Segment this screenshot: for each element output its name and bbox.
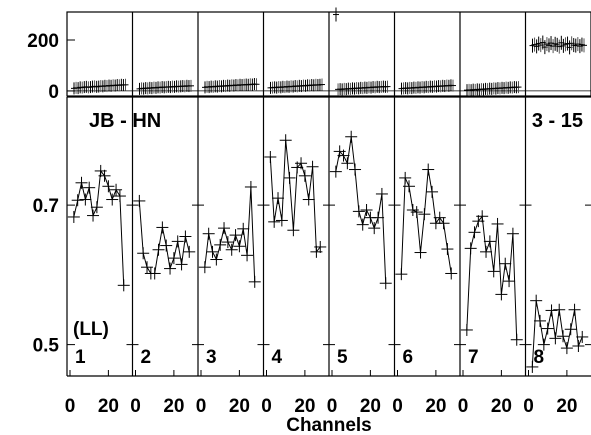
series-line xyxy=(269,140,321,254)
x-tick-label: 0 xyxy=(458,396,469,417)
polarization-label: (LL) xyxy=(73,319,109,340)
top-y-tick-label: 200 xyxy=(27,31,59,52)
series-line xyxy=(531,300,583,367)
x-tick-label: 20 xyxy=(360,396,381,417)
series-line xyxy=(138,200,190,274)
x-tick-label: 20 xyxy=(98,396,119,417)
panel-number-label: 5 xyxy=(337,347,348,368)
x-tick-label: 0 xyxy=(392,396,403,417)
top-y-tick-label: 0 xyxy=(48,82,59,103)
x-tick-label: 0 xyxy=(523,396,534,417)
panel-number-label: 8 xyxy=(534,347,545,368)
panel-number-label: 3 xyxy=(206,347,217,368)
scan-range-label: 3 - 15 xyxy=(532,110,583,132)
panel-number-label: 6 xyxy=(403,347,414,368)
x-tick-label: 0 xyxy=(261,396,272,417)
x-tick-label: 20 xyxy=(163,396,184,417)
x-tick-label: 20 xyxy=(294,396,315,417)
x-tick-label: 0 xyxy=(65,396,76,417)
x-tick-label: 20 xyxy=(425,396,446,417)
x-tick-label: 20 xyxy=(491,396,512,417)
x-tick-label: 0 xyxy=(130,396,141,417)
panel-number-label: 4 xyxy=(272,347,283,368)
series-line xyxy=(335,136,387,284)
bottom-y-tick-label: 0.5 xyxy=(33,336,60,357)
series-line xyxy=(466,215,518,340)
series-line xyxy=(73,169,125,286)
panel-number-label: 2 xyxy=(141,347,152,368)
x-tick-label: 0 xyxy=(196,396,207,417)
x-tick-label: 20 xyxy=(556,396,577,417)
series-line xyxy=(204,186,256,282)
panel-number-label: 1 xyxy=(75,347,86,368)
x-tick-label: 20 xyxy=(229,396,250,417)
x-tick-label: 0 xyxy=(327,396,338,417)
panel-number-label: 7 xyxy=(468,347,479,368)
baseline-label: JB - HN xyxy=(89,110,161,132)
x-axis-label: Channels xyxy=(286,415,372,435)
bottom-y-tick-label: 0.7 xyxy=(33,196,59,217)
